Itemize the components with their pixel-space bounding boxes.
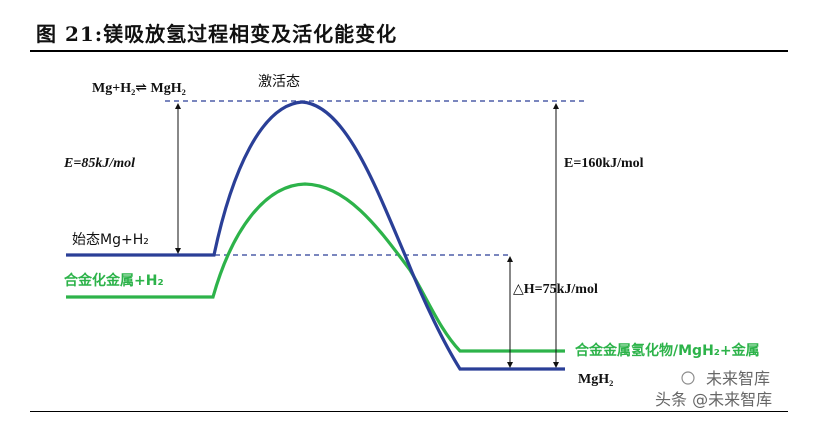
- watermark-line1: 未来智库: [706, 369, 770, 388]
- mg-energy-curve: [66, 100, 565, 371]
- figure-title: 图 21:镁吸放氢过程相变及活化能变化: [36, 22, 398, 46]
- watermark-line2: 头条 @未来智库: [655, 390, 772, 409]
- bottom-rule: [30, 411, 788, 412]
- alloy-final-label: 合金金属氢化物/MgH₂+金属: [575, 342, 760, 359]
- transition-state-label: 激活态: [258, 73, 300, 90]
- activation-energy-alloy-label: E=160kJ/mol: [564, 156, 644, 171]
- initial-state-label: 始态Mg+H₂: [72, 232, 149, 248]
- watermark: 未来智库 头条 @未来智库: [655, 369, 772, 409]
- top-rule: [30, 50, 788, 52]
- activation-energy-mg-label: E=85kJ/mol: [63, 156, 135, 171]
- watermark-logo-icon: [681, 371, 695, 385]
- alloy-initial-label: 合金化金属+H₂: [64, 272, 164, 289]
- final-state-label: MgH₂: [578, 372, 613, 387]
- alloy-energy-curve: [66, 182, 565, 353]
- enthalpy-label: △H=75kJ/mol: [513, 282, 598, 297]
- reaction-label: Mg+H₂⇌ MgH₂: [92, 81, 186, 96]
